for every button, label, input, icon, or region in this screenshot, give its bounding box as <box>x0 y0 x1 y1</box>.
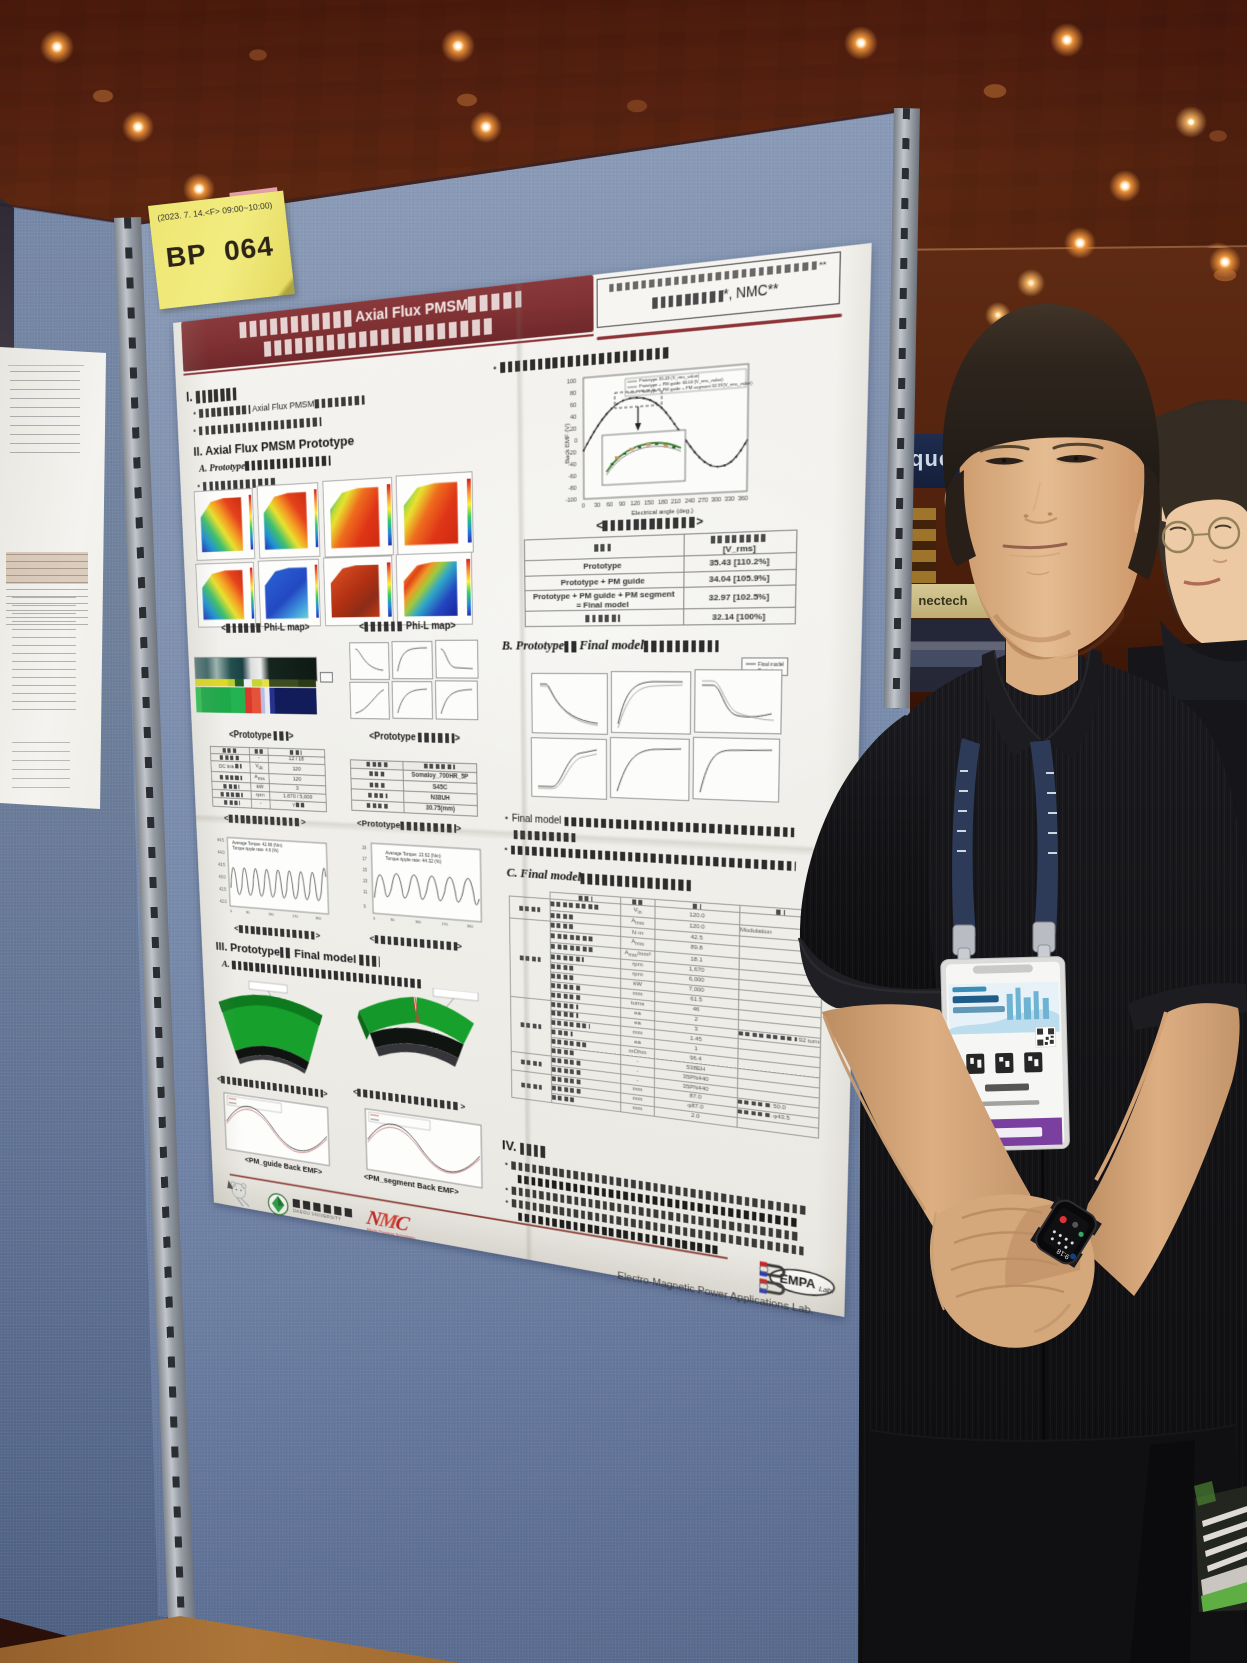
svg-text:0: 0 <box>373 917 375 921</box>
svg-text:60: 60 <box>606 501 613 508</box>
svg-text:Average Torque: 42.96 (Nm): Average Torque: 42.96 (Nm) <box>232 840 283 848</box>
svg-text:100: 100 <box>567 378 577 386</box>
svg-text:20: 20 <box>570 426 577 434</box>
svg-text:17: 17 <box>362 856 367 861</box>
svg-text:43.0: 43.0 <box>219 874 227 879</box>
svg-text:9: 9 <box>364 904 367 909</box>
svg-text:Average Torque: 13.62 (Nm): Average Torque: 13.62 (Nm) <box>385 850 441 859</box>
svg-text:0: 0 <box>230 909 232 913</box>
svg-text:120: 120 <box>630 500 640 508</box>
svg-text:180: 180 <box>268 912 274 916</box>
svg-text:150: 150 <box>644 500 654 508</box>
svg-text:-60: -60 <box>568 473 576 481</box>
svg-text:30: 30 <box>594 502 601 509</box>
svg-text:-20: -20 <box>568 450 576 458</box>
svg-text:90: 90 <box>619 501 626 508</box>
svg-text:43.5: 43.5 <box>218 862 226 867</box>
svg-text:270: 270 <box>698 497 708 505</box>
svg-text:360: 360 <box>738 495 749 503</box>
svg-text:360: 360 <box>315 916 321 920</box>
svg-text:270: 270 <box>442 922 448 927</box>
svg-text:0: 0 <box>582 503 585 510</box>
svg-text:-80: -80 <box>568 485 576 493</box>
svg-text:44.0: 44.0 <box>218 850 226 855</box>
svg-text:13: 13 <box>363 878 368 883</box>
svg-text:Prototype 35.43 (V_rms_value): Prototype 35.43 (V_rms_value) <box>639 374 699 384</box>
svg-text:-40: -40 <box>568 461 576 469</box>
svg-text:42.0: 42.0 <box>220 899 228 904</box>
svg-text:80: 80 <box>570 390 577 398</box>
svg-text:330: 330 <box>724 496 735 504</box>
svg-text:Prototype + PM guide 34.04 (V_: Prototype + PM guide 34.04 (V_rms_value) <box>639 378 723 390</box>
svg-text:40: 40 <box>570 414 577 422</box>
svg-text:Back EMF (V): Back EMF (V) <box>565 423 572 464</box>
svg-text:270: 270 <box>292 914 298 918</box>
svg-text:60: 60 <box>570 402 577 410</box>
svg-text:210: 210 <box>671 498 681 506</box>
svg-text:-100: -100 <box>565 497 576 505</box>
svg-text:180: 180 <box>658 499 668 507</box>
svg-text:360: 360 <box>467 924 473 929</box>
svg-text:Prototype + PM guide + PM segm: Prototype + PM guide + PM segment 32.97(… <box>639 381 752 395</box>
svg-text:90: 90 <box>246 911 250 915</box>
svg-text:19: 19 <box>362 845 367 850</box>
svg-text:44.5: 44.5 <box>217 837 225 842</box>
svg-text:11: 11 <box>363 889 368 894</box>
svg-text:240: 240 <box>685 498 695 506</box>
svg-text:300: 300 <box>711 496 721 504</box>
svg-text:42.5: 42.5 <box>219 887 227 892</box>
svg-text:Torque ripple rate: 44.32 (%): Torque ripple rate: 44.32 (%) <box>385 856 441 865</box>
svg-text:Torque ripple rate: 4.6 (%): Torque ripple rate: 4.6 (%) <box>232 845 279 853</box>
svg-text:Electrical angle (deg.): Electrical angle (deg.) <box>632 508 694 518</box>
svg-text:180: 180 <box>415 920 421 925</box>
svg-text:90: 90 <box>391 918 395 922</box>
svg-text:0: 0 <box>574 438 577 445</box>
svg-text:15: 15 <box>363 867 368 872</box>
